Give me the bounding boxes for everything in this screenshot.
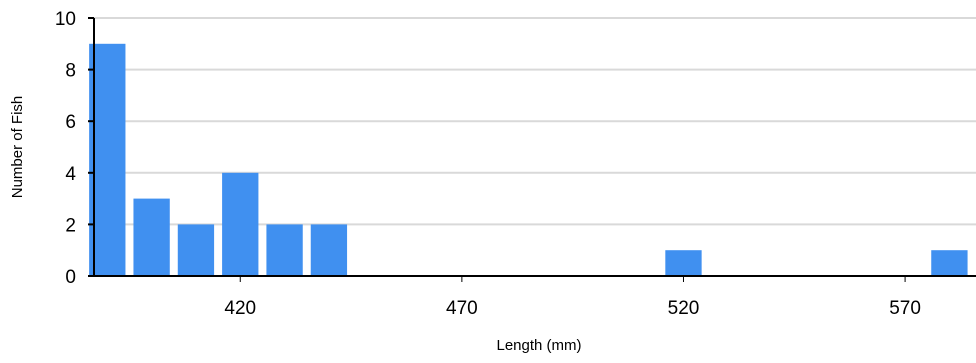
- x-tick-label: 420: [224, 298, 256, 319]
- y-tick-label: 0: [65, 267, 76, 288]
- y-axis-title: Number of Fish: [9, 96, 26, 199]
- bars: [89, 43, 968, 276]
- y-tick-label: 8: [65, 61, 76, 82]
- axes: [88, 17, 976, 282]
- y-tick-label: 2: [65, 215, 76, 236]
- y-tick-label: 10: [55, 9, 76, 30]
- y-tick-label: 4: [65, 164, 76, 185]
- histogram-bar: [310, 224, 348, 276]
- histogram-bar: [222, 172, 259, 276]
- histogram-bar: [89, 43, 126, 276]
- x-tick-label: 470: [446, 298, 478, 319]
- x-tick-labels: 420 470 520 570: [224, 298, 921, 319]
- histogram-bar: [266, 224, 303, 276]
- x-tick-label: 520: [668, 298, 700, 319]
- x-tick-label: 570: [889, 298, 921, 319]
- histogram-bar: [177, 224, 215, 276]
- histogram-bar: [665, 250, 702, 276]
- y-tick-labels: 0 2 4 6 8 10: [55, 9, 77, 288]
- histogram-bar: [931, 250, 968, 276]
- histogram-bar: [133, 198, 170, 276]
- y-tick-label: 6: [65, 112, 76, 133]
- x-axis-title: Length (mm): [496, 337, 581, 354]
